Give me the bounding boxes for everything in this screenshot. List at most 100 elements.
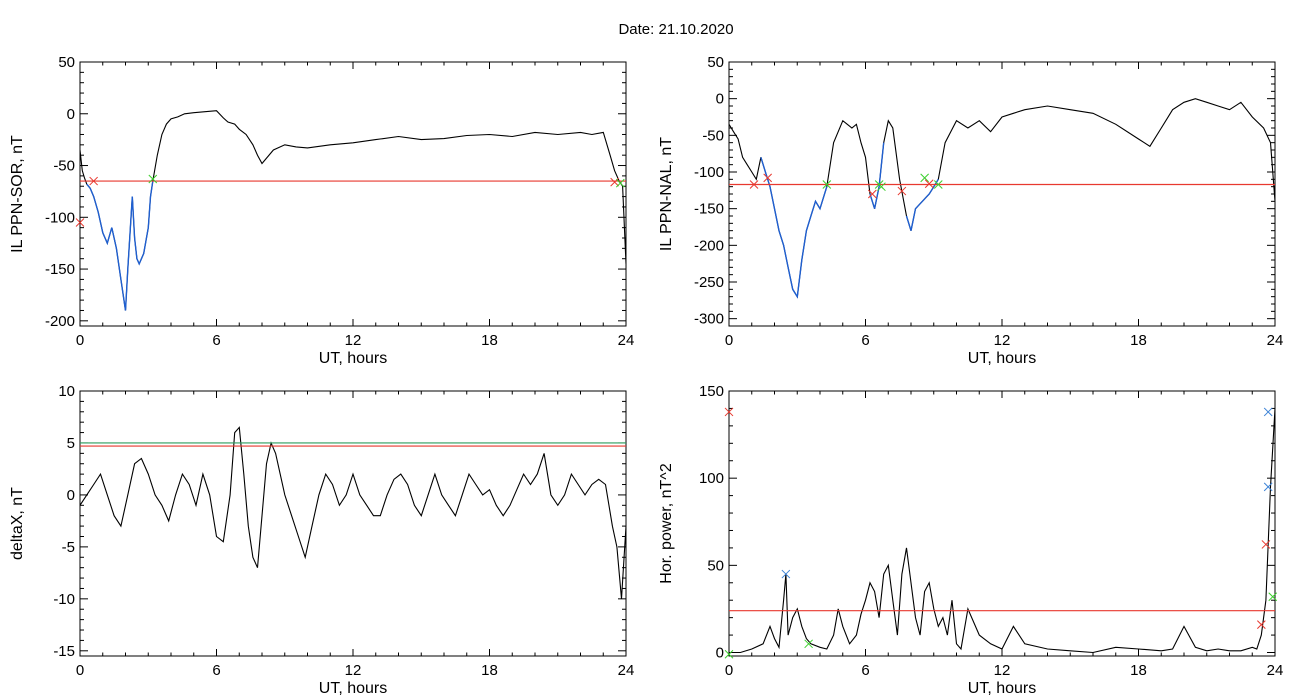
y-tick-label: 150 — [699, 383, 724, 400]
y-tick-label: -300 — [694, 311, 724, 328]
data-line — [80, 110, 626, 311]
data-marker — [924, 179, 934, 189]
x-tick-label: 6 — [212, 332, 220, 349]
marker-stroke — [1263, 407, 1273, 417]
x-tick-label: 12 — [994, 662, 1011, 679]
y-tick-label: 5 — [67, 435, 75, 452]
x-tick-label: 24 — [618, 332, 635, 349]
marker-stroke — [724, 649, 734, 659]
data-marker — [781, 569, 791, 579]
y-tick-label: -200 — [45, 313, 75, 330]
marker-stroke — [867, 189, 877, 199]
y-tick-label: 50 — [58, 54, 75, 71]
y-tick-label: -50 — [53, 158, 75, 175]
highlight-segment — [905, 178, 939, 231]
plot-frame — [79, 390, 627, 657]
y-tick-label: 50 — [707, 54, 724, 71]
plot-area — [80, 110, 626, 311]
x-tick-label: 12 — [345, 662, 362, 679]
y-axis-label: IL PPN-SOR, nT — [9, 135, 26, 253]
marker-stroke — [1268, 592, 1278, 602]
data-marker — [610, 177, 619, 187]
marker-stroke — [924, 179, 934, 189]
chart-panel-3: 0 6 12 18 24 10 5 0 -5 -10 -15 UT, hours deltaX, nT — [9, 383, 634, 697]
y-tick-label: 10 — [58, 383, 75, 400]
marker-stroke — [89, 176, 99, 186]
x-tick-label: 12 — [345, 332, 362, 349]
y-tick-label: 0 — [716, 645, 724, 662]
y-tick-label: -150 — [45, 261, 75, 278]
data-line — [80, 426, 626, 599]
y-tick-label: -250 — [694, 274, 724, 291]
y-tick-label: -50 — [702, 127, 724, 144]
y-tick-label: -100 — [45, 209, 75, 226]
marker-stroke — [804, 639, 813, 649]
x-axis-label: UT, hours — [968, 680, 1036, 697]
x-tick-label: 0 — [76, 662, 84, 679]
x-tick-label: 0 — [76, 332, 84, 349]
data-marker — [1263, 482, 1273, 492]
y-tick-label: 0 — [67, 487, 75, 504]
marker-stroke — [763, 173, 773, 183]
y-tick-label: -15 — [53, 643, 75, 660]
marker-stroke — [897, 186, 907, 196]
y-tick-label: 0 — [716, 91, 724, 108]
data-marker — [867, 189, 877, 199]
plot-frame — [728, 390, 1276, 657]
x-axis-label: UT, hours — [319, 350, 387, 367]
data-marker — [804, 639, 813, 649]
data-marker — [1261, 540, 1271, 549]
chart-panel-2: 0 6 12 18 24 50 0 -50 -100 -150 -200 -250 -300 UT, ho… — [658, 54, 1283, 367]
data-marker — [763, 173, 773, 183]
marker-stroke — [724, 407, 734, 417]
y-axis-label: IL PPN-NAL, nT — [658, 137, 675, 251]
data-marker — [1263, 407, 1273, 417]
chart-panel-1: 0 6 12 18 24 50 0 -50 -100 -150 -200 UT, hours IL PP… — [9, 54, 634, 367]
plot-area — [729, 98, 1275, 299]
data-marker — [749, 180, 759, 189]
figure-title: Date: 21.10.2020 — [618, 21, 733, 38]
marker-stroke — [781, 569, 791, 579]
x-tick-label: 0 — [725, 662, 733, 679]
x-axis-label: UT, hours — [319, 680, 387, 697]
x-tick-label: 0 — [725, 332, 733, 349]
y-tick-label: -200 — [694, 237, 724, 254]
x-tick-label: 6 — [861, 332, 869, 349]
data-marker — [1256, 620, 1266, 629]
data-marker — [89, 176, 99, 186]
highlight-segment — [86, 180, 154, 311]
y-tick-label: -150 — [694, 201, 724, 218]
plot-frame — [728, 61, 1276, 327]
data-marker — [75, 218, 85, 227]
plot-area — [729, 408, 1275, 654]
x-tick-label: 18 — [481, 332, 498, 349]
marker-stroke — [148, 174, 158, 184]
marker-stroke — [615, 178, 625, 188]
plot-frame — [79, 61, 627, 327]
marker-stroke — [877, 182, 886, 192]
plot-area — [80, 426, 626, 599]
marker-stroke — [1261, 540, 1271, 549]
x-tick-label: 12 — [994, 332, 1011, 349]
data-marker — [920, 173, 930, 183]
data-line — [729, 98, 1275, 299]
x-tick-label: 6 — [212, 662, 220, 679]
data-marker — [724, 407, 734, 417]
data-line — [729, 408, 1275, 654]
x-tick-label: 6 — [861, 662, 869, 679]
data-marker — [897, 186, 907, 196]
highlight-segment — [869, 142, 885, 209]
y-tick-label: -5 — [62, 539, 75, 556]
data-marker — [822, 180, 832, 189]
data-marker — [1268, 592, 1278, 602]
chart-panel-4: 0 6 12 18 24 150 100 50 0 UT, hours Hor. power, nT… — [658, 383, 1283, 697]
x-tick-label: 24 — [618, 662, 635, 679]
data-marker — [933, 180, 943, 189]
marker-stroke — [1256, 620, 1266, 629]
marker-stroke — [749, 180, 759, 189]
x-tick-label: 18 — [481, 662, 498, 679]
x-axis-label: UT, hours — [968, 350, 1036, 367]
y-tick-label: -100 — [694, 164, 724, 181]
